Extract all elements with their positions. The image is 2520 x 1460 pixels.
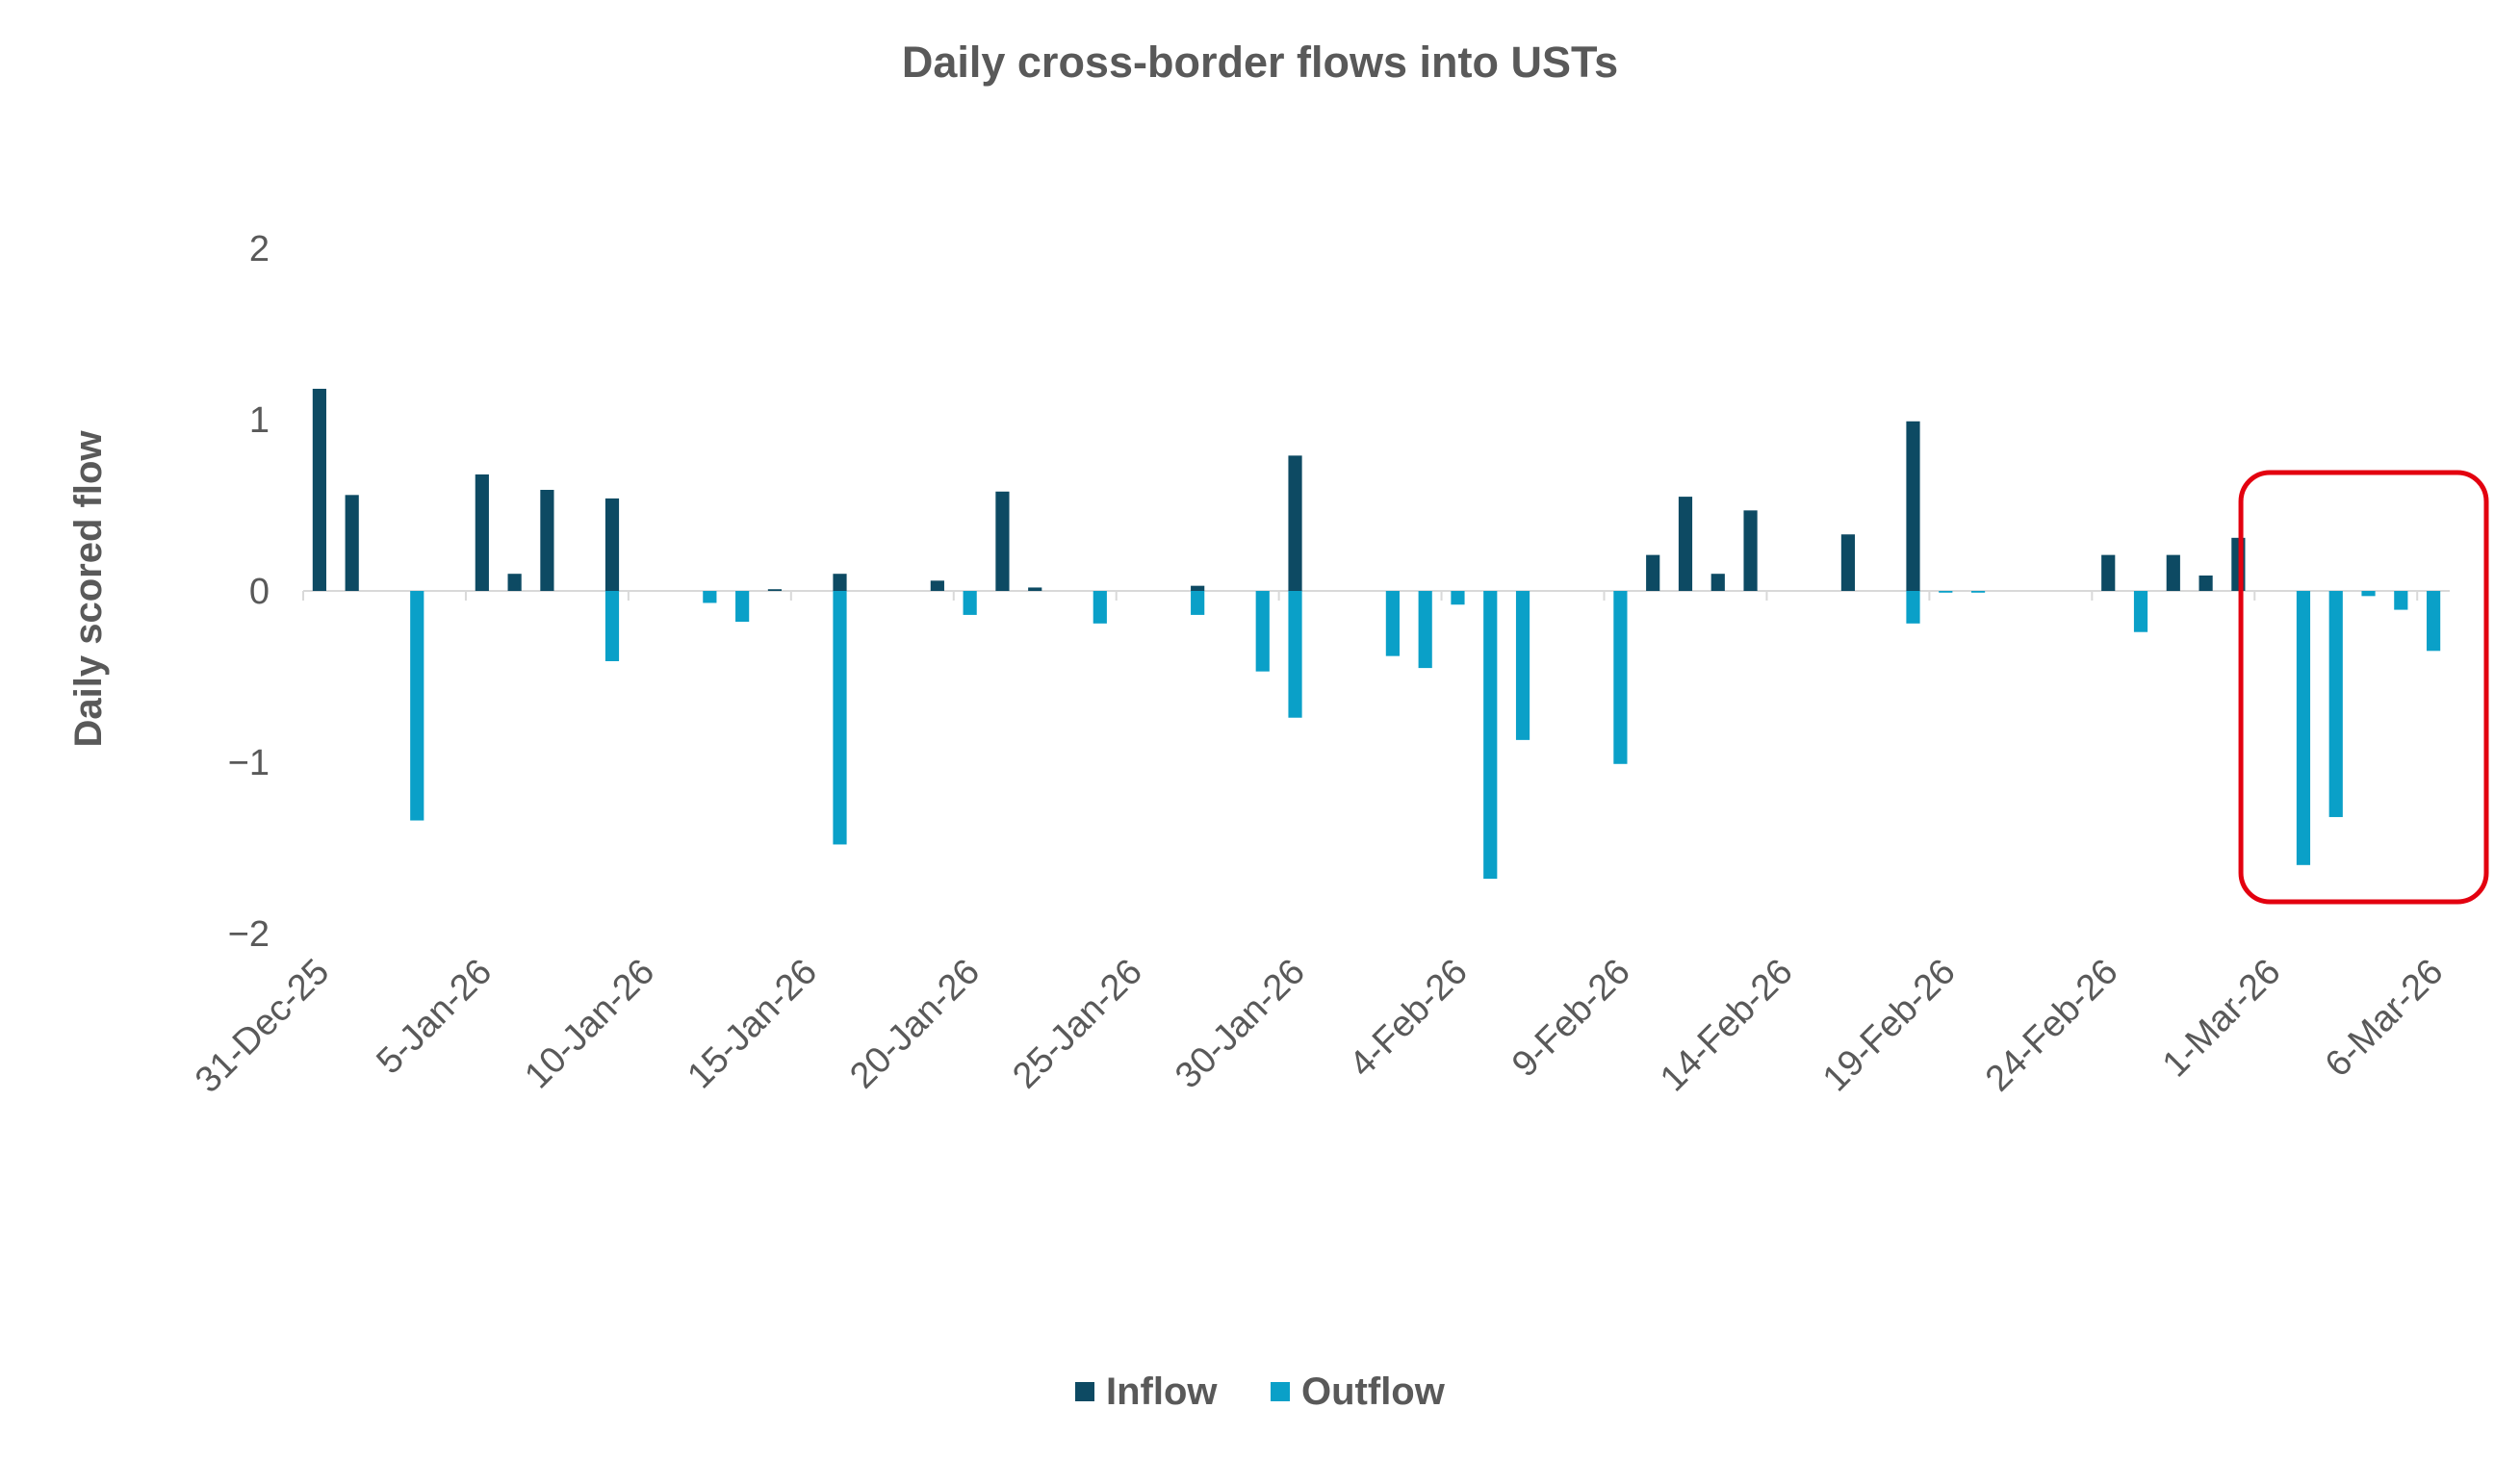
outflow-bar <box>1613 591 1628 764</box>
outflow-bar <box>1385 591 1400 656</box>
outflow-bar <box>1255 591 1270 672</box>
x-tick-label: 20-Jan-26 <box>842 952 988 1097</box>
chart-title: Daily cross-border flows into USTs <box>902 38 1618 87</box>
x-tick-label: 25-Jan-26 <box>1005 952 1150 1097</box>
y-tick-label: −2 <box>228 914 270 955</box>
inflow-bar <box>345 495 359 591</box>
outflow-bar <box>604 591 620 661</box>
bars <box>312 388 2441 880</box>
inflow-bar <box>1710 574 1725 591</box>
inflow-bar <box>1840 534 1856 591</box>
outflow-bar <box>703 591 717 603</box>
inflow-bar <box>507 574 522 591</box>
y-tick-label: 0 <box>249 572 270 612</box>
outflow-bar <box>1483 591 1498 880</box>
outflow-bar <box>2328 591 2343 817</box>
outflow-bar <box>410 591 424 821</box>
y-tick-label: 2 <box>249 229 270 269</box>
inflow-bar <box>1646 554 1660 591</box>
outflow-bar <box>833 591 847 845</box>
x-tick-label: 4-Feb-26 <box>1342 952 1476 1086</box>
x-tick-label: 24-Feb-26 <box>1978 952 2126 1100</box>
inflow-bar <box>833 574 847 591</box>
outflow-bar <box>2361 591 2376 597</box>
outflow-bar <box>963 591 977 615</box>
outflow-bar <box>735 591 750 623</box>
inflow-bar <box>1906 421 1920 591</box>
legend-swatch-inflow <box>1075 1382 1094 1401</box>
outflow-bar <box>1418 591 1432 669</box>
inflow-bar <box>540 489 554 591</box>
inflow-bar <box>475 474 489 591</box>
outflow-bar <box>1970 591 1986 593</box>
x-tick-label: 10-Jan-26 <box>517 952 662 1097</box>
outflow-bar <box>1939 591 1953 593</box>
outflow-bar <box>2394 591 2408 610</box>
inflow-bar <box>1288 455 1302 591</box>
inflow-bar <box>1191 585 1205 591</box>
outflow-bar <box>1451 591 1465 605</box>
highlight-rectangle <box>2238 470 2489 905</box>
inflow-bar <box>1678 497 1693 591</box>
y-tick-label: −1 <box>228 743 270 783</box>
outflow-bar <box>2133 591 2148 632</box>
outflow-bar <box>1191 591 1205 615</box>
inflow-bar <box>604 498 620 591</box>
outflow-bar <box>1515 591 1530 740</box>
inflow-bar <box>2199 575 2213 591</box>
outflow-bar <box>1093 591 1107 624</box>
x-axis-ticks: 31-Dec-25 5-Jan-26 10-Jan-26 15-Jan-26 20-Ja… <box>188 952 2451 1101</box>
x-tick-label: 5-Jan-26 <box>369 952 500 1083</box>
x-tick-label: 31-Dec-25 <box>188 952 337 1101</box>
inflow-bar <box>2101 554 2116 591</box>
y-tick-label: 1 <box>249 400 270 441</box>
inflow-bar <box>312 388 326 591</box>
outflow-bar <box>2296 591 2311 865</box>
inflow-bar <box>1743 510 1758 591</box>
x-tick-label: 6-Mar-26 <box>2318 952 2452 1086</box>
x-axis <box>302 590 2450 601</box>
inflow-bar <box>767 589 783 591</box>
legend: Inflow Outflow <box>1075 1370 1446 1413</box>
inflow-bar <box>1028 587 1042 591</box>
inflow-bar <box>930 580 944 591</box>
y-axis-ticks: 2 1 0 −1 −2 <box>228 229 270 955</box>
legend-label-inflow: Inflow <box>1106 1370 1218 1413</box>
highlight-box <box>2238 470 2489 905</box>
inflow-bar <box>2166 554 2180 591</box>
inflow-bar <box>995 491 1010 591</box>
legend-swatch-outflow <box>1271 1382 1290 1401</box>
outflow-bar <box>2427 591 2441 652</box>
legend-label-outflow: Outflow <box>1301 1370 1446 1413</box>
x-tick-label: 14-Feb-26 <box>1653 952 1801 1100</box>
outflow-bar <box>1906 591 1920 624</box>
x-tick-label: 30-Jan-26 <box>1168 952 1313 1097</box>
y-axis-label: Daily scored flow <box>67 430 110 748</box>
x-tick-label: 15-Jan-26 <box>680 952 825 1097</box>
x-tick-label: 1-Mar-26 <box>2155 952 2289 1086</box>
outflow-bar <box>1288 591 1302 718</box>
x-tick-label: 9-Feb-26 <box>1504 952 1638 1086</box>
x-tick-label: 19-Feb-26 <box>1815 952 1964 1100</box>
